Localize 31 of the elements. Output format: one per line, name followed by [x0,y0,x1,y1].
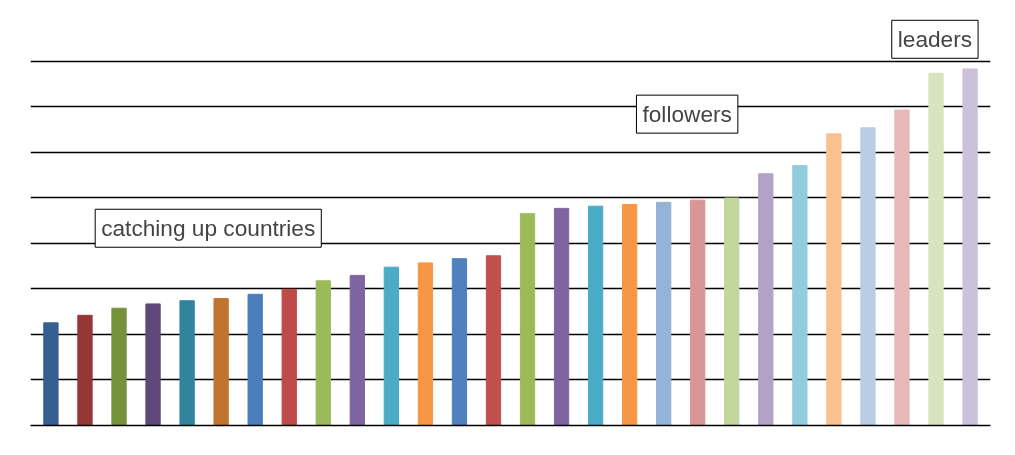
bar [656,201,672,426]
bar [519,213,536,426]
bar [145,303,161,426]
bar [758,173,774,426]
bar [213,298,229,426]
bar [894,109,910,426]
annotation: followers [642,101,732,128]
bar [962,68,978,426]
bar [349,274,365,426]
bar [587,205,604,426]
bar [43,322,59,426]
bar [417,262,434,426]
bar [792,165,808,426]
annotation: catching up countries [101,215,316,242]
bar [77,314,93,426]
bar [247,293,263,426]
bar [690,199,706,426]
bar [553,207,570,426]
bar [485,255,502,426]
bar [111,307,127,426]
bar [826,133,842,426]
bar [724,197,740,426]
text: leaders [897,26,973,53]
bar [860,127,876,426]
bar [281,288,297,426]
bar [179,300,195,426]
bar [315,280,331,426]
bar [451,258,468,426]
bar [928,72,944,426]
bar [383,266,399,426]
bar [622,203,638,426]
